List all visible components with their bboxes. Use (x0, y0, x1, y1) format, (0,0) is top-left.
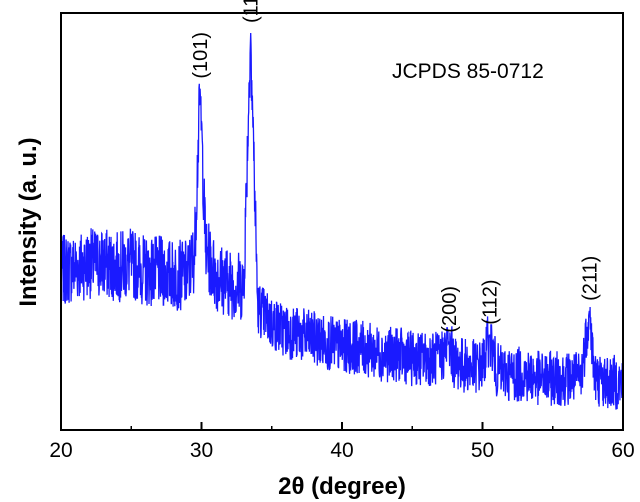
x-axis-title: 2θ (degree) (278, 473, 406, 500)
x-tick-label: 30 (190, 439, 213, 462)
diffraction-pattern-line (61, 33, 623, 410)
reference-label: JCPDS 85-0712 (392, 60, 544, 83)
y-axis-title: Intensity (a. u.) (15, 137, 42, 306)
peak-label: (200) (439, 286, 461, 333)
peak-labels: (101) (110) (200) (112) (211) (190, 0, 601, 333)
x-tick-label: 60 (611, 439, 634, 462)
peak-label: (211) (579, 256, 601, 301)
x-tick-label: 50 (471, 439, 494, 462)
peak-label: (101) (190, 32, 212, 79)
x-tick-label: 20 (49, 439, 72, 462)
x-axis-ticks: 20 30 40 50 60 (49, 422, 634, 462)
peak-label: (110) (241, 0, 263, 23)
x-tick-label: 40 (330, 439, 353, 462)
peak-label: (112) (480, 279, 502, 324)
